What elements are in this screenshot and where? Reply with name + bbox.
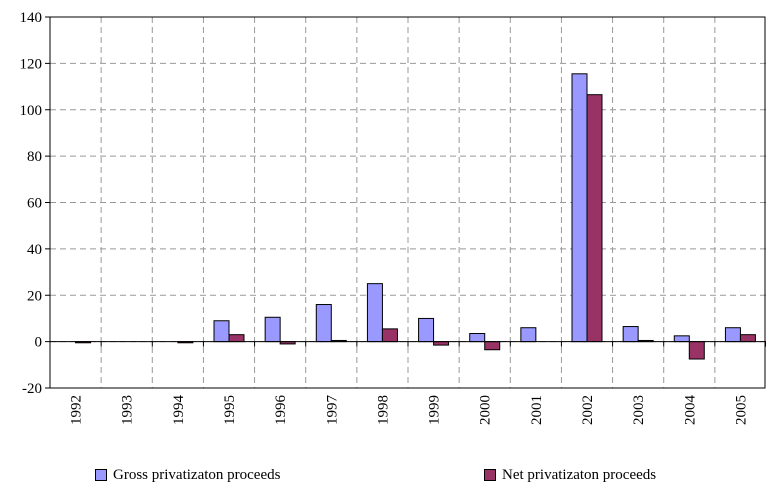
legend-label-net: Net privatizaton proceeds [502,466,657,483]
y-tick-label: 140 [20,10,43,26]
bar-net-1998 [381,328,398,343]
x-tick-label: 1996 [273,395,289,426]
y-tick-labels: -20 0 20 40 60 80 100 120 140 [20,10,43,397]
x-tick-label: 2002 [580,395,596,425]
x-tick-label: 2004 [682,395,698,426]
legend-item-net: Net privatizaton proceeds [484,465,656,485]
legend-item-gross: Gross privatizaton proceeds [95,465,280,485]
bar-gross-2004 [673,335,690,343]
x-tick-label: 2003 [631,395,647,425]
bar-gross-2003 [622,326,639,343]
x-tick-label: 2001 [529,395,545,425]
bar-net-2002 [586,94,603,343]
y-tick-label: 100 [20,103,43,119]
x-tick-label: 2005 [733,395,749,425]
bar-gross-2005 [724,327,741,343]
bar-gross-2001 [520,327,537,343]
bar-gross-1995 [213,320,230,343]
x-tick-labels: 1992 1993 1994 1995 1996 1997 1998 1999 2000 2001… [69,395,750,426]
bar-gross-2000 [469,333,486,343]
bar-net-2004 [688,341,705,360]
bar-net-2005 [739,334,756,343]
y-tick-label: 80 [27,149,42,165]
legend-swatch-gross [95,469,107,481]
x-tick-label: 1995 [222,395,238,425]
x-tick-label: 1992 [69,395,85,425]
legend-label-gross: Gross privatizaton proceeds [113,466,281,483]
axes [45,16,766,389]
x-tick-label: 1999 [427,395,443,425]
bar-net-2000 [484,341,501,351]
y-tick-label: 0 [35,335,43,351]
y-tick-label: 60 [27,196,42,212]
bar-net-1999 [433,341,450,346]
x-tick-label: 1994 [171,395,187,426]
y-tick-label: 120 [20,56,43,72]
legend-swatch-net [484,469,496,481]
x-tick-label: 1993 [120,395,136,425]
bar-gross-1998 [366,283,383,343]
bars [75,73,756,360]
grid-lines [50,17,766,388]
bar-gross-1996 [264,316,281,343]
bar-gross-1997 [315,304,332,343]
bar-gross-2002 [571,73,588,343]
y-tick-label: 20 [27,288,42,304]
x-tick-label: 1998 [375,395,391,425]
bar-net-1995 [228,334,245,343]
y-tick-label: -20 [22,381,42,397]
x-tick-label: 1997 [324,395,340,426]
y-tick-label: 40 [27,242,42,258]
bar-gross-1999 [418,317,435,343]
x-tick-label: 2000 [478,395,494,425]
